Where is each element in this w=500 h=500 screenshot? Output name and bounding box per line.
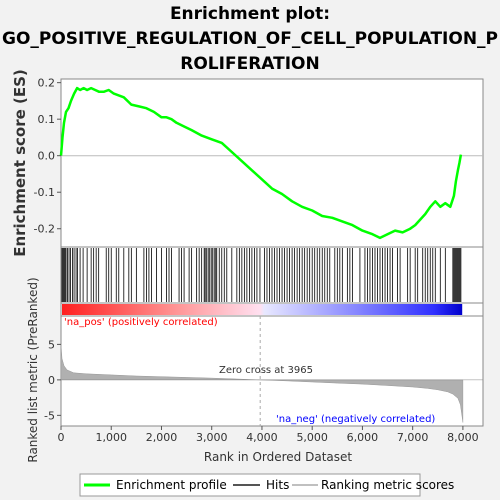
metric-series (60, 316, 483, 426)
es-y-tick-label: -0.1 (34, 186, 55, 199)
zero-cross-label: Zero cross at 3965 (219, 365, 313, 376)
title-line-2: GO_POSITIVE_REGULATION_OF_CELL_POPULATIO… (1, 29, 499, 49)
hit-markers (61, 248, 462, 302)
x-axis-label: Rank in Ordered Dataset (204, 450, 352, 464)
legend-hits-label: Hits (266, 478, 289, 492)
legend: Enrichment profile Hits Ranking metric s… (79, 473, 454, 497)
title-line-3: ROLIFERATION (180, 54, 320, 74)
metric-y-tick-label: -5 (44, 409, 55, 422)
x-tick-label: 6,000 (347, 431, 379, 444)
es-y-axis-label: Enrichment score (ES) (11, 69, 29, 257)
x-tick-label: 4,000 (246, 431, 278, 444)
x-tick-label: 7,000 (397, 431, 429, 444)
ranked-heatmap (62, 304, 482, 315)
es-y-tick-label: -0.2 (34, 223, 55, 236)
x-tick-label: 0 (58, 431, 65, 444)
pos-correlated-label: 'na_pos' (positively correlated) (64, 317, 218, 328)
legend-enrichment-label: Enrichment profile (116, 478, 227, 492)
ranking-metric-area (60, 344, 464, 423)
heatmap-strip (62, 304, 482, 315)
x-tick-label: 2,000 (146, 431, 178, 444)
es-y-tick-label: 0.0 (38, 150, 56, 163)
metric-y-tick-label: 5 (48, 338, 55, 351)
es-y-tick-label: 0.2 (38, 77, 56, 90)
metric-y-tick-label: 0 (48, 374, 55, 387)
legend-metric-label: Ranking metric scores (321, 478, 454, 492)
x-tick-label: 5,000 (296, 431, 328, 444)
neg-correlated-label: 'na_neg' (negatively correlated) (276, 414, 435, 425)
title-line-1: Enrichment plot: (169, 4, 331, 24)
es-y-tick-label: 0.1 (38, 113, 56, 126)
x-tick-label: 1,000 (95, 431, 127, 444)
es-panel-bg (60, 78, 484, 248)
axes: 0.20.10.0-0.1-0.250-50 1,000 2,000 3,000 4,0… (34, 77, 479, 444)
metric-y-axis-label: Ranked list metric (PreRanked) (26, 277, 40, 462)
x-tick-label: 3,000 (196, 431, 228, 444)
es-series (59, 86, 463, 240)
metric-panel-bg (60, 315, 484, 427)
chart-title: Enrichment plot: GO_POSITIVE_REGULATION_… (0, 2, 500, 77)
enrichment-profile-line (59, 86, 463, 240)
x-tick-label: 8,000 (447, 431, 479, 444)
